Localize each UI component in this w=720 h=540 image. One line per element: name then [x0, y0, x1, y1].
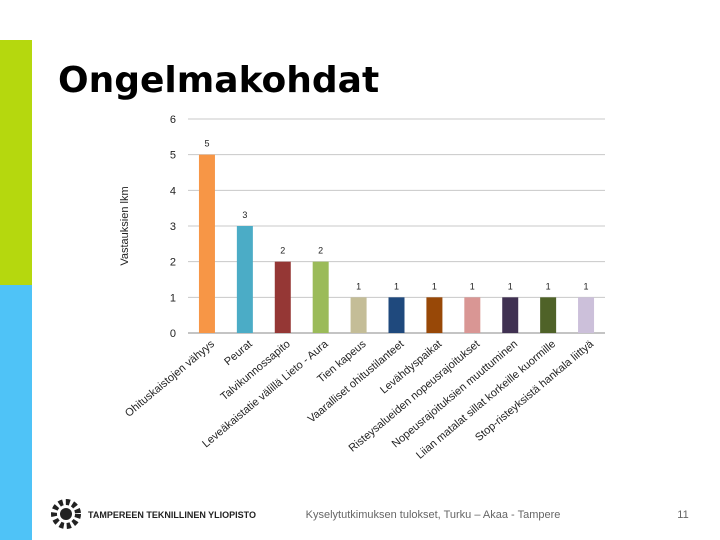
y-tick-label: 5 [170, 150, 176, 162]
blue-stripe [0, 285, 32, 540]
page-number: 11 [677, 509, 688, 521]
bar [502, 297, 519, 333]
y-axis-label: Vastauksien lkm [119, 186, 131, 265]
y-tick-label: 4 [170, 185, 176, 197]
data-label: 3 [242, 210, 247, 220]
data-label: 1 [356, 281, 361, 291]
y-tick-label: 0 [170, 328, 176, 340]
data-label: 1 [546, 281, 551, 291]
bar [236, 226, 253, 333]
bar [464, 297, 481, 333]
bar [350, 297, 367, 333]
data-label: 2 [318, 246, 323, 256]
bar [198, 154, 215, 333]
x-tick-label: Peurat [222, 338, 255, 368]
y-tick-label: 1 [170, 292, 176, 304]
x-tick-label: Ohituskaistojen vähyys [123, 338, 217, 420]
bar [274, 261, 291, 333]
bar [426, 297, 443, 333]
logo-text: TAMPEREEN TEKNILLINEN YLIOPISTO [88, 510, 256, 520]
y-tick-label: 6 [170, 114, 176, 126]
footer: Kyselytutkimuksen tulokset, Turku – Akaa… [306, 509, 561, 521]
data-label: 5 [204, 139, 209, 149]
bar [578, 297, 595, 333]
data-label: 1 [394, 281, 399, 291]
bar [312, 261, 329, 333]
data-label: 1 [432, 281, 437, 291]
data-label: 1 [508, 281, 513, 291]
y-tick-label: 2 [170, 257, 176, 269]
logo [51, 499, 81, 529]
data-label: 1 [584, 281, 589, 291]
green-stripe [0, 40, 32, 285]
x-tick-label: Liian matalat sillat korkeille kuormille [414, 338, 558, 462]
slide-title: Ongelmakohdat [58, 60, 379, 101]
bar [540, 297, 557, 333]
data-label: 1 [470, 281, 475, 291]
data-label: 2 [280, 246, 285, 256]
bar [388, 297, 405, 333]
y-tick-label: 3 [170, 221, 176, 233]
